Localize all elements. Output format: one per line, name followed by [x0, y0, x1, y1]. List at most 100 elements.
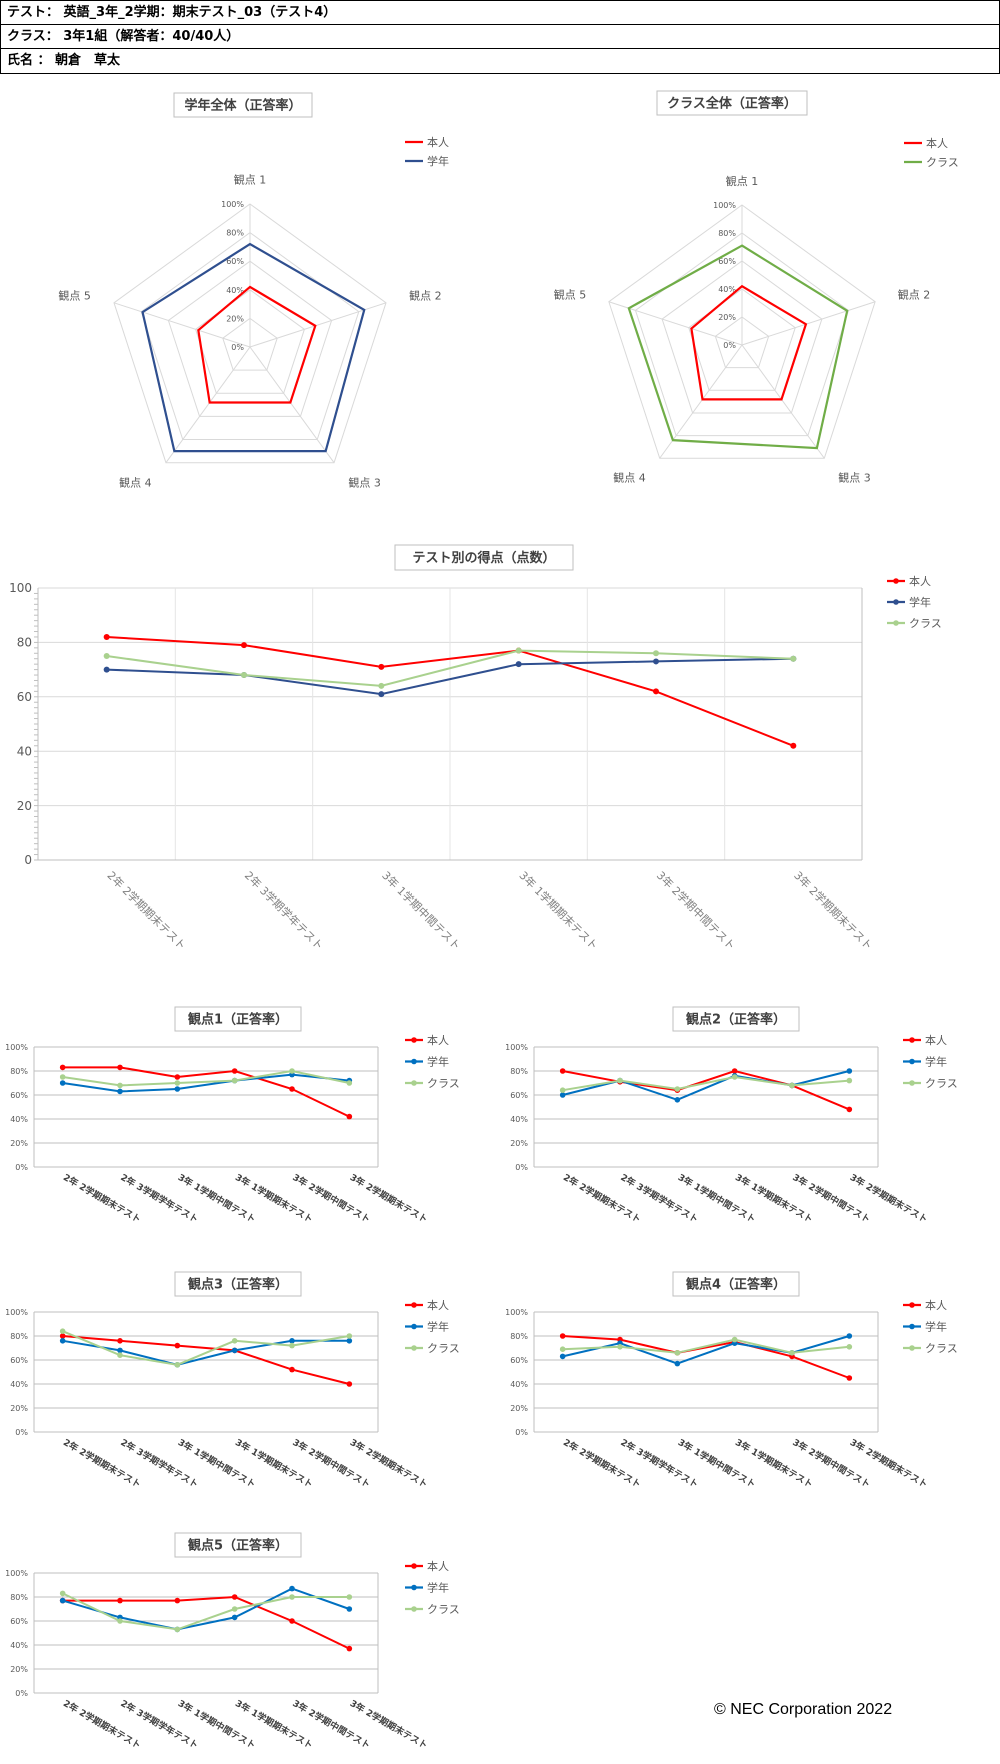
y-tick-label: 100% — [5, 1308, 28, 1317]
legend-label: 本人 — [427, 1559, 449, 1573]
data-point — [59, 1074, 66, 1080]
data-point — [731, 1068, 738, 1074]
legend-marker — [909, 1080, 915, 1086]
data-point — [846, 1077, 853, 1084]
radar-grid-ring — [688, 288, 796, 391]
radar-tick-label: 60% — [226, 257, 244, 266]
radar-series-polygon — [141, 242, 366, 453]
radar-tick-label: 20% — [718, 313, 736, 322]
radar-tick-label: 0% — [231, 343, 244, 352]
y-tick-label: 20% — [10, 1665, 28, 1674]
y-tick-label: 40% — [510, 1380, 528, 1389]
data-point — [59, 1333, 66, 1339]
radar-tick-label: 80% — [226, 229, 244, 238]
radar-axis-label: 観点 2 — [409, 288, 442, 302]
legend-label: クラス — [926, 156, 959, 169]
radar-grid-ring — [661, 260, 823, 414]
y-tick-label: 0% — [515, 1163, 528, 1172]
y-tick-label: 0% — [15, 1428, 28, 1437]
legend-label: クラス — [427, 1077, 460, 1090]
data-point — [378, 691, 385, 698]
radar-spoke — [741, 344, 825, 459]
y-tick-label: 80% — [10, 1332, 28, 1341]
data-point — [559, 1087, 566, 1093]
radar-axis-label: 観点 1 — [234, 173, 267, 187]
legend-marker — [909, 1345, 915, 1351]
legend-label: 学年 — [427, 1320, 449, 1334]
data-point — [846, 1106, 853, 1113]
legend-marker — [893, 620, 899, 626]
class-info: クラス： 3年1組（解答者：40/40人） — [1, 25, 999, 49]
chart-title-box — [174, 1271, 302, 1297]
chart-title: 観点3（正答率） — [187, 1277, 288, 1293]
data-point — [241, 672, 247, 679]
radar-grid-ring — [140, 231, 360, 441]
data-point — [846, 1344, 853, 1350]
y-tick-label: 100% — [5, 1043, 28, 1052]
x-tick-label: 3年 1学期中間テスト — [379, 868, 463, 952]
data-point — [789, 1350, 795, 1356]
chart-title: 観点5（正答率） — [187, 1538, 288, 1554]
student-name: 氏名 ： 朝倉 草太 — [7, 53, 121, 68]
legend-label: 本人 — [909, 574, 931, 588]
data-point — [617, 1077, 623, 1084]
series-line — [62, 1592, 350, 1631]
data-point — [231, 1077, 238, 1084]
series-line — [62, 1587, 350, 1631]
chart-title-box — [672, 1006, 800, 1032]
legend-marker — [411, 1037, 417, 1043]
legend-marker — [411, 1323, 417, 1330]
data-point — [103, 666, 110, 673]
series-line — [62, 1330, 350, 1366]
data-point — [846, 1375, 853, 1381]
test-name: テスト： 英語_3年_2学期：期末テスト_03（テスト4） — [1, 1, 999, 25]
data-point — [674, 1350, 681, 1356]
legend-label: クラス — [427, 1603, 460, 1616]
data-point — [103, 653, 110, 659]
data-point — [559, 1068, 566, 1074]
x-tick-label: 2年 3学期学年テスト — [242, 868, 326, 952]
series-line — [62, 1069, 350, 1087]
radar-spoke — [113, 302, 251, 348]
data-point — [790, 655, 797, 662]
data-point — [846, 1068, 853, 1074]
data-point — [231, 1614, 238, 1621]
legend-marker — [909, 1323, 915, 1330]
chart-title: テスト別の得点（点数） — [412, 550, 555, 566]
y-tick-label: 60 — [17, 690, 32, 704]
data-point — [117, 1352, 123, 1358]
data-point — [241, 642, 247, 649]
y-tick-label: 100% — [5, 1569, 28, 1578]
data-point — [346, 1333, 353, 1339]
radar-axis-label: 観点 2 — [898, 287, 931, 301]
radar-grid-ring — [195, 289, 305, 394]
y-tick-label: 40% — [10, 1380, 28, 1389]
data-point — [378, 682, 385, 689]
data-point — [59, 1597, 66, 1604]
x-tick-label: 3年 2学期期末テスト — [791, 868, 875, 952]
data-point — [846, 1333, 853, 1339]
data-point — [117, 1347, 123, 1354]
chart-title-box — [672, 1271, 800, 1297]
data-point — [59, 1338, 66, 1344]
radar-tick-label: 40% — [718, 285, 736, 294]
data-point — [346, 1645, 353, 1652]
line-chart-viewpoint-3: 観点3（正答率）0%20%40%60%80%100%2年 2学期期末テスト2年 … — [5, 1271, 460, 1490]
data-point — [103, 633, 110, 640]
x-tick-label: 3年 1学期期末テスト — [517, 868, 601, 952]
chart-title-box — [174, 1006, 302, 1032]
legend-marker — [893, 578, 899, 584]
radar-chart-grade: 学年全体（正答率） 0% 20% 40% 60% 80% 100% 観点 1 観点 2 観点 3 観… — [58, 92, 449, 489]
radar-grid-ring — [167, 260, 333, 417]
x-tick-label: 2年 2学期期末テスト — [105, 868, 189, 952]
radar-spoke — [249, 302, 387, 348]
radar-tick-label: 60% — [718, 257, 736, 266]
y-tick-label: 60% — [510, 1356, 528, 1365]
data-point — [117, 1064, 123, 1071]
data-point — [117, 1088, 123, 1095]
legend-marker — [411, 1606, 417, 1612]
chart-title: 観点2（正答率） — [685, 1012, 786, 1028]
chart-title-box — [394, 544, 574, 571]
radar-grid-ring — [714, 316, 770, 369]
data-point — [653, 688, 659, 695]
